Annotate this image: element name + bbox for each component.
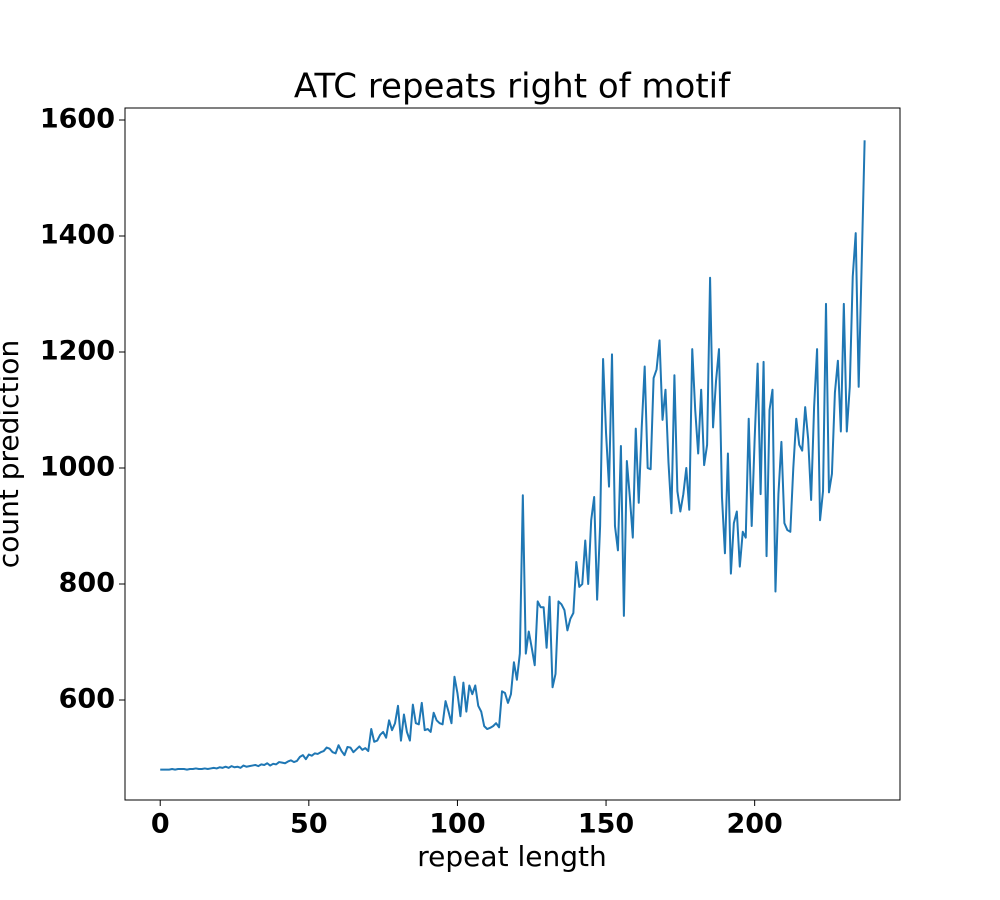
plot-frame (124, 107, 901, 801)
x-tick-label: 200 (726, 809, 782, 840)
y-tick-label: 1600 (40, 104, 115, 135)
x-tick-label: 50 (290, 809, 328, 840)
y-tick-label: 800 (59, 568, 115, 599)
y-axis-label: count prediction (0, 340, 25, 568)
x-tick-label: 100 (429, 809, 485, 840)
data-line (160, 140, 866, 771)
y-tick-label: 1400 (40, 220, 115, 251)
chart-title: ATC repeats right of motif (294, 67, 731, 107)
x-tick-label: 150 (578, 809, 634, 840)
y-tick-label: 1000 (40, 452, 115, 483)
y-tick-label: 600 (59, 684, 115, 715)
x-axis-label: repeat length (417, 840, 606, 873)
x-tick-label: 0 (151, 809, 170, 840)
y-tick-label: 1200 (40, 336, 115, 367)
